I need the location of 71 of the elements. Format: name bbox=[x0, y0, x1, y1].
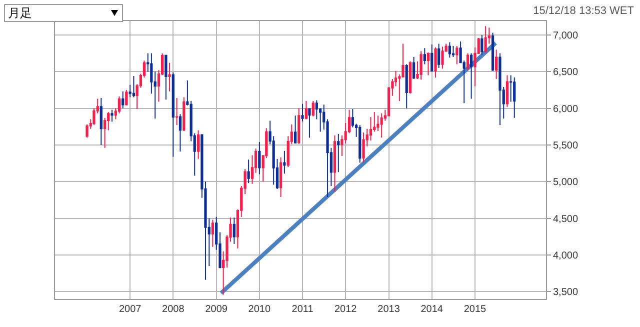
candlestick bbox=[495, 49, 498, 80]
y-tick-label: 3,500 bbox=[553, 287, 578, 298]
candlestick bbox=[308, 108, 311, 138]
x-tick-label: 2009 bbox=[205, 304, 228, 315]
x-tick-label: 2013 bbox=[378, 304, 400, 315]
candlestick bbox=[333, 134, 336, 192]
candlestick bbox=[466, 52, 470, 71]
candlestick bbox=[470, 52, 473, 100]
candlestick bbox=[100, 98, 102, 146]
y-tick-label: 5,500 bbox=[553, 140, 578, 152]
candlestick bbox=[304, 100, 308, 120]
candlestick bbox=[380, 112, 383, 138]
candlestick bbox=[86, 124, 88, 138]
candlestick bbox=[247, 159, 250, 184]
candlestick bbox=[125, 89, 128, 106]
candlestick bbox=[423, 48, 426, 65]
candlestick bbox=[196, 130, 200, 160]
x-tick-label: 2008 bbox=[162, 304, 185, 315]
candlestick bbox=[176, 98, 178, 126]
candlestick bbox=[420, 50, 422, 80]
y-tick-label: 5,000 bbox=[553, 177, 578, 188]
x-tick-label: 2007 bbox=[118, 304, 142, 315]
candlestick bbox=[498, 52, 502, 126]
y-tick-label: 4,500 bbox=[553, 214, 578, 225]
y-tick-label: 4,000 bbox=[553, 250, 578, 262]
candlestick bbox=[491, 32, 494, 72]
x-tick-label: 2014 bbox=[420, 304, 444, 315]
text: 15/12/18 13:53 WET bbox=[533, 5, 634, 17]
x-tick-label: 2015 bbox=[464, 304, 487, 315]
candlestick bbox=[456, 45, 458, 65]
candlestick bbox=[362, 132, 365, 164]
candlestick bbox=[294, 115, 297, 144]
candlestick bbox=[337, 133, 340, 173]
candlestick bbox=[178, 114, 182, 152]
candlestick bbox=[513, 76, 516, 118]
candlestick bbox=[283, 150, 286, 174]
candlestick bbox=[434, 46, 437, 78]
candlestick bbox=[412, 56, 416, 80]
candlestick bbox=[258, 142, 261, 175]
candlestick bbox=[279, 156, 282, 198]
candlestick bbox=[441, 46, 444, 70]
candlestick bbox=[312, 100, 314, 117]
candlestick bbox=[448, 42, 451, 58]
candlestick bbox=[480, 34, 484, 56]
candlestick bbox=[168, 62, 171, 92]
candlestick bbox=[182, 96, 186, 132]
candlestick bbox=[122, 90, 124, 109]
x-tick-label: 2012 bbox=[334, 304, 358, 315]
y-tick-label: 7,000 bbox=[553, 30, 578, 42]
candlestick bbox=[405, 64, 408, 109]
candlestick bbox=[430, 44, 434, 72]
candlestick bbox=[358, 124, 362, 164]
candlestick bbox=[301, 103, 304, 122]
candlestick bbox=[506, 74, 508, 108]
candlestick bbox=[438, 43, 440, 68]
candlestick bbox=[164, 54, 168, 100]
x-tick-label: 2010 bbox=[248, 304, 271, 315]
y-tick-label: 6,000 bbox=[553, 104, 578, 115]
candlestick bbox=[110, 109, 114, 122]
text: 月足 bbox=[8, 6, 32, 20]
candlestick bbox=[484, 26, 487, 54]
candlestick bbox=[211, 219, 214, 248]
candlestick bbox=[172, 72, 174, 158]
candlestick bbox=[298, 108, 300, 144]
candlestick bbox=[426, 52, 430, 76]
candlestick bbox=[452, 45, 455, 58]
x-tick-label: 2011 bbox=[292, 304, 314, 315]
candlestick bbox=[408, 60, 412, 94]
candlestick bbox=[132, 76, 136, 98]
candlestick bbox=[232, 217, 236, 244]
y-tick-label: 6,500 bbox=[553, 67, 578, 78]
